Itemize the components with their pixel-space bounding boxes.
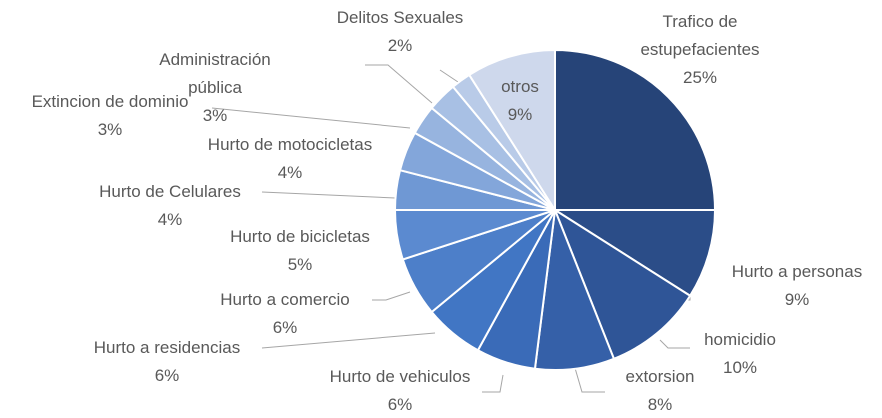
value-label: 9% [784,290,810,309]
value-label: 3% [202,106,228,125]
category-name: Hurto de bicicletas [230,227,370,246]
leader-line [211,107,411,129]
category-name: Trafico de estupefacientes [640,12,760,59]
category-name: otros [501,77,539,96]
leader-line [261,191,396,199]
category-name: Hurto de Celulares [99,182,241,201]
category-name: Hurto a comercio [220,290,350,309]
slice-label: Hurto de bicicletas 5% [230,223,370,279]
category-name: Hurto de motocicletas [207,135,373,154]
slice-label: Hurto a comercio 6% [220,286,349,342]
slice-label: Trafico de estupefacientes 25% [615,8,785,92]
value-label: 4% [277,163,303,182]
category-name: Administración pública [159,50,271,97]
value-label: 10% [722,358,758,377]
value-label: 3% [97,120,123,139]
pie-slice [554,48,717,211]
leader-lines [211,64,691,393]
category-name: homicidio [704,330,776,349]
slice-label: Hurto de vehiculos 6% [330,363,471,418]
leader-line [659,339,690,349]
value-label: 6% [387,395,413,414]
value-label: 6% [154,366,180,385]
value-label: 9% [507,105,533,124]
leader-line [482,374,504,393]
value-label: 4% [157,210,183,229]
value-label: 8% [647,395,673,414]
leader-line [261,332,436,349]
slice-label: otros 9% [501,73,539,129]
slice-label: Hurto a residencias 6% [94,334,240,390]
value-label: 2% [387,36,413,55]
category-name: Delitos Sexuales [336,8,464,27]
category-name: Extincion de dominio [31,92,189,111]
slice-label: Administración pública 3% [135,46,295,130]
slice-label: Hurto de Celulares 4% [99,178,241,234]
slice-label: extorsion 8% [626,363,695,418]
category-name: Hurto a residencias [93,338,241,357]
pie-slice [467,48,556,214]
leader-line [365,64,433,104]
slice-label: homicidio 10% [704,326,776,382]
value-label: 6% [272,318,298,337]
slice-label: Hurto a personas 9% [732,258,862,314]
category-name: extorsion [625,367,695,386]
category-name: Hurto a personas [731,262,863,281]
pie-slice [552,207,692,361]
category-name: Hurto de vehiculos [329,367,471,386]
leader-line [372,291,411,301]
slice-label: Delitos Sexuales 2% [337,4,464,60]
leader-line [439,69,459,83]
pie-slice [551,209,717,298]
slice-label: Hurto de motocicletas 4% [208,131,372,187]
slice-label: Extincion de dominio 3% [32,88,189,144]
value-label: 5% [287,255,313,274]
value-label: 25% [682,68,718,87]
leader-line [574,367,605,393]
